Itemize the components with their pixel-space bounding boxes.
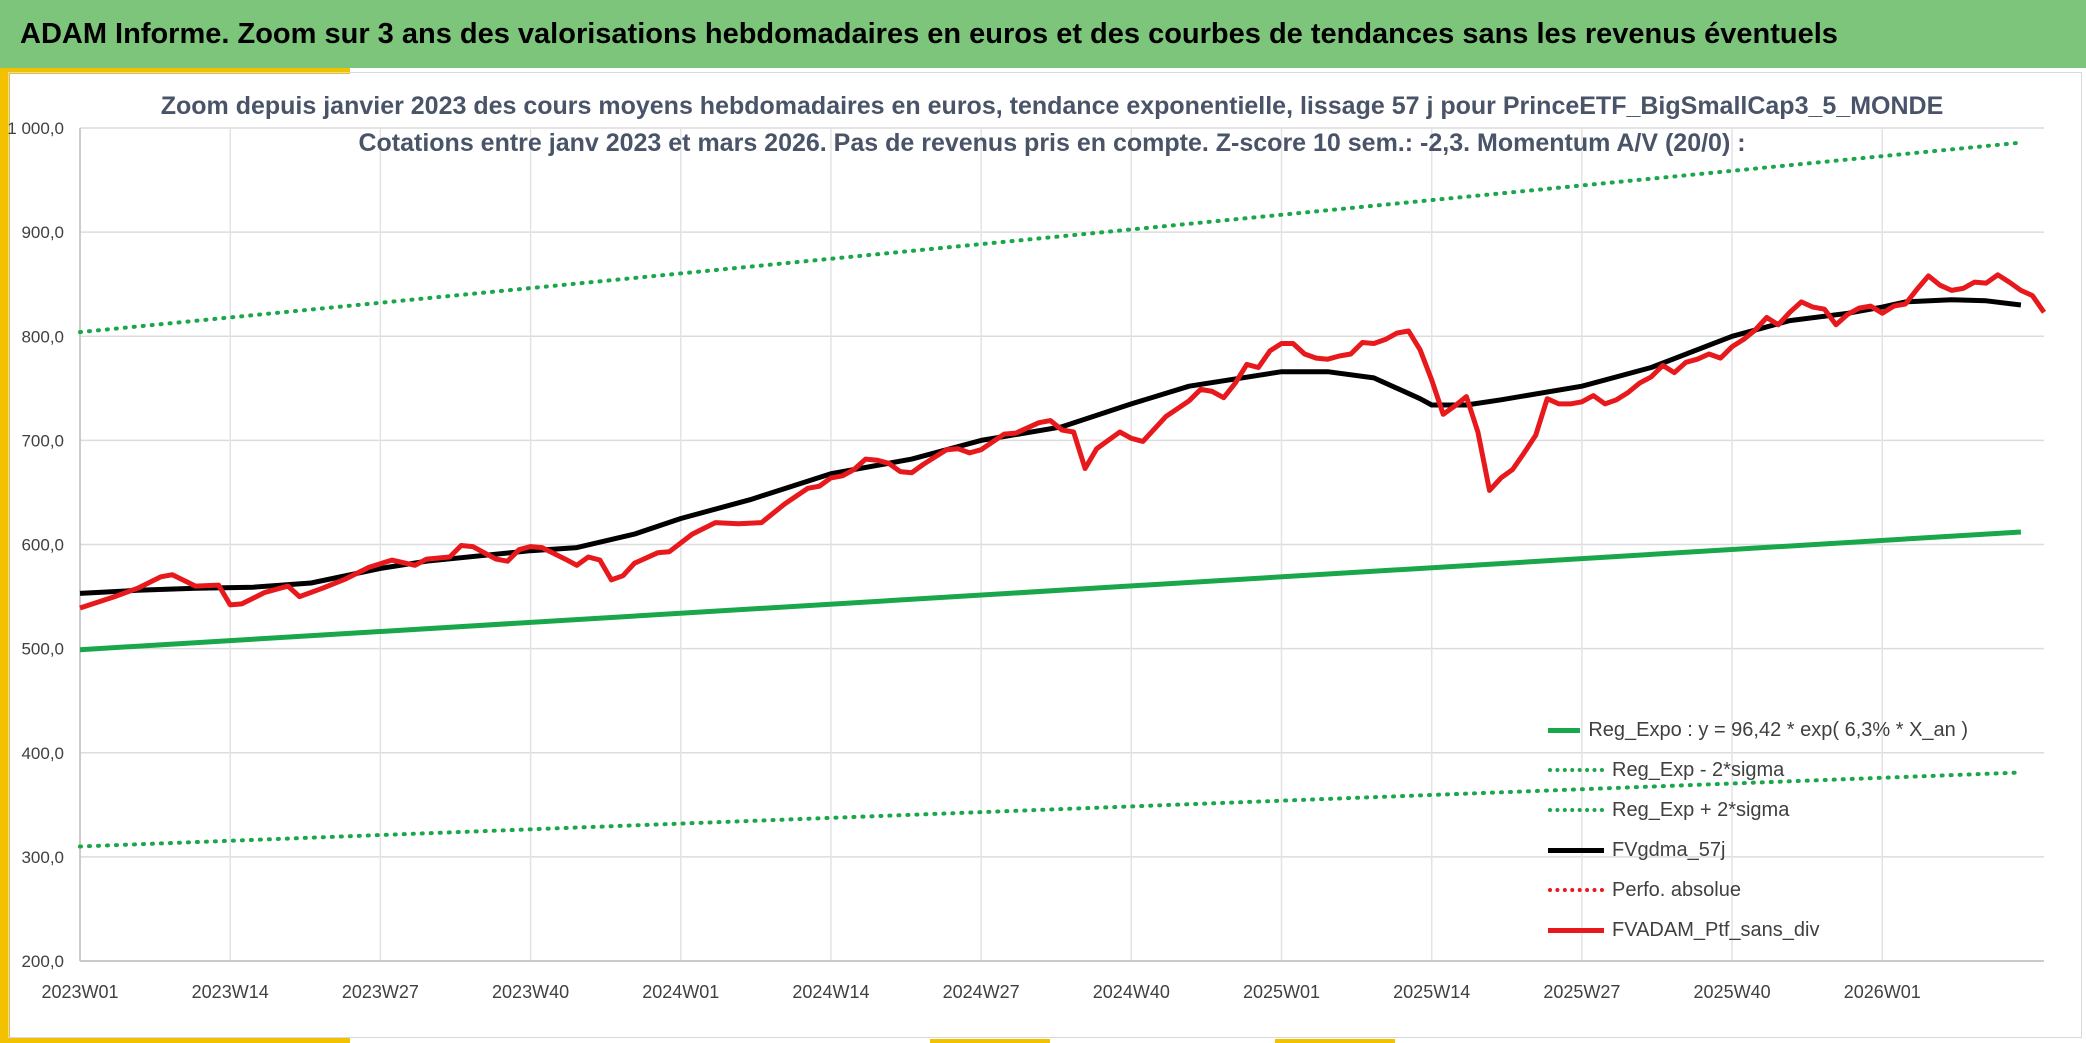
x-tick-label: 2023W27 [342, 982, 419, 1002]
legend-label: Perfo. absolue [1612, 878, 1741, 901]
report-title: ADAM Informe. Zoom sur 3 ans des valoris… [20, 17, 1838, 50]
legend-item: Reg_Exp - 2*sigma [1548, 750, 1968, 790]
y-tick-label: 300,0 [21, 848, 64, 867]
legend-label: Reg_Exp + 2*sigma [1612, 798, 1790, 821]
y-tick-label: 600,0 [21, 536, 64, 555]
accent-bar-top [0, 68, 350, 74]
x-tick-label: 2024W27 [943, 982, 1020, 1002]
legend-item: Perfo. absolue [1548, 870, 1968, 910]
legend-swatch [1548, 808, 1604, 812]
series-fvadam-ptf-sans-div-line [79, 272, 2047, 611]
chart-subtitle: Cotations entre janv 2023 et mars 2026. … [358, 129, 1746, 157]
y-tick-label: 500,0 [21, 640, 64, 659]
y-tick-label: 400,0 [21, 744, 64, 763]
series-reg-exp-2-sigma-line [78, 140, 2023, 335]
accent-bar-bottom-2 [930, 1039, 1050, 1043]
x-tick-label: 2025W01 [1243, 982, 1320, 1002]
y-tick-label: 1 000,0 [7, 119, 64, 138]
legend-label: Reg_Exp - 2*sigma [1612, 758, 1785, 781]
legend-label: FVgdma_57j [1612, 838, 1726, 861]
x-tick-label: 2024W14 [792, 982, 869, 1002]
legend-swatch [1548, 768, 1604, 772]
x-tick-label: 2023W01 [41, 982, 118, 1002]
accent-bar-bottom-3 [1275, 1039, 1395, 1043]
y-tick-label: 800,0 [21, 327, 64, 346]
x-tick-label: 2023W40 [492, 982, 569, 1002]
y-tick-label: 200,0 [21, 952, 64, 971]
x-tick-label: 2025W40 [1694, 982, 1771, 1002]
report-banner: ADAM Informe. Zoom sur 3 ans des valoris… [0, 0, 2086, 68]
x-tick-label: 2025W14 [1393, 982, 1470, 1002]
x-tick-label: 2026W01 [1844, 982, 1921, 1002]
legend-swatch [1548, 727, 1581, 733]
x-tick-label: 2024W01 [642, 982, 719, 1002]
legend-label: Reg_Expo : y = 96,42 * exp( 6,3% * X_an … [1588, 718, 1968, 741]
chart-frame [8, 72, 2082, 1038]
legend-item: FVgdma_57j [1548, 830, 1968, 870]
legend-item: Reg_Expo : y = 96,42 * exp( 6,3% * X_an … [1548, 710, 1968, 750]
series-reg-expo-y-96-42-exp-6-3-x-an-line [79, 529, 2022, 653]
y-tick-label: 700,0 [21, 431, 64, 450]
legend-item: Reg_Exp + 2*sigma [1548, 790, 1968, 830]
accent-bar-bottom [0, 1037, 350, 1043]
chart-title: Zoom depuis janvier 2023 des cours moyen… [160, 92, 1944, 120]
x-tick-label: 2024W40 [1093, 982, 1170, 1002]
legend-swatch [1548, 847, 1604, 853]
x-tick-label: 2023W14 [192, 982, 269, 1002]
y-tick-label: 900,0 [21, 223, 64, 242]
x-tick-label: 2025W27 [1543, 982, 1620, 1002]
accent-bar-left [0, 68, 10, 1043]
legend-swatch [1548, 927, 1604, 933]
chart-legend: Reg_Expo : y = 96,42 * exp( 6,3% * X_an … [1548, 710, 1968, 950]
legend-label: FVADAM_Ptf_sans_div [1612, 918, 1820, 941]
legend-item: FVADAM_Ptf_sans_div [1548, 910, 1968, 950]
legend-swatch [1548, 888, 1604, 892]
series-reg-exp-2-sigma-line [78, 770, 2023, 849]
